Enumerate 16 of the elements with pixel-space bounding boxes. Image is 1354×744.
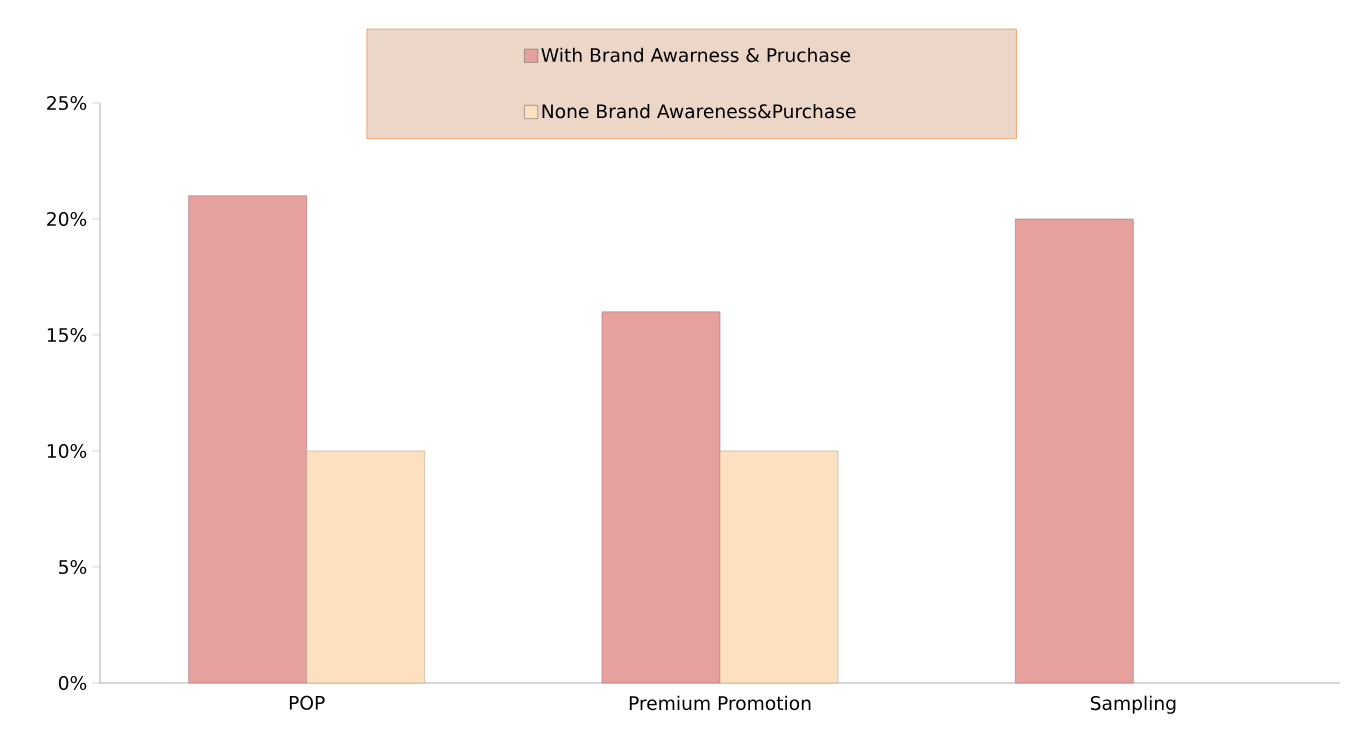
y-tick-label: 5% [59,559,87,575]
y-tick-label: 0% [58,675,87,691]
x-tick-label: POP [289,695,325,710]
x-tick-label: Premium Promotion [629,695,811,711]
legend-label: With Brand Awarness & Pruchase [541,47,851,63]
x-tick-label: Sampling [1090,695,1176,714]
bar [719,450,839,684]
y-tick-label: 10% [47,443,87,459]
bar [306,450,425,684]
legend-label: None Brand Awareness&Purchase [542,103,856,119]
y-tick-label: 20% [47,211,87,227]
y-tick-label: 25% [47,95,87,111]
bar [601,311,721,684]
bar [188,195,307,684]
y-tick-label: 15% [47,327,87,343]
bar [1015,218,1134,684]
